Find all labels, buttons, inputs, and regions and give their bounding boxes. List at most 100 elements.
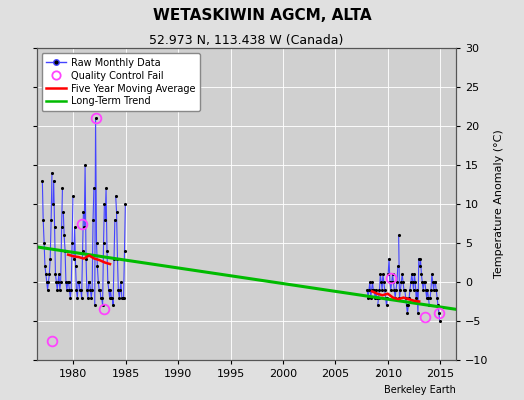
Point xyxy=(426,294,434,301)
Point xyxy=(67,286,75,293)
Point xyxy=(379,279,388,285)
Point xyxy=(404,302,412,309)
Point xyxy=(50,224,59,230)
Point xyxy=(42,271,50,278)
Point xyxy=(68,240,77,246)
Point xyxy=(399,279,407,285)
Point xyxy=(112,209,121,215)
Point xyxy=(398,271,407,278)
Point xyxy=(44,279,52,285)
Point xyxy=(417,271,425,278)
Point xyxy=(49,201,57,207)
Point xyxy=(374,294,383,301)
Point xyxy=(42,279,51,285)
Point xyxy=(72,286,81,293)
Point xyxy=(52,279,61,285)
Point xyxy=(85,279,94,285)
Point xyxy=(51,271,60,278)
Point xyxy=(112,193,120,199)
Point xyxy=(408,271,416,278)
Point xyxy=(416,263,424,270)
Point xyxy=(375,286,384,293)
Point xyxy=(79,248,87,254)
Point xyxy=(395,294,403,301)
Point xyxy=(420,279,428,285)
Point xyxy=(82,255,90,262)
Point xyxy=(99,302,107,309)
Point xyxy=(371,294,379,301)
Point xyxy=(367,286,376,293)
Y-axis label: Temperature Anomaly (°C): Temperature Anomaly (°C) xyxy=(494,130,504,278)
Point xyxy=(102,185,110,192)
Point xyxy=(79,209,88,215)
Point xyxy=(96,294,105,301)
Point xyxy=(80,224,89,230)
Point xyxy=(377,279,386,285)
Point xyxy=(46,255,54,262)
Point xyxy=(95,286,103,293)
Point xyxy=(384,271,392,278)
Point xyxy=(62,279,70,285)
Point xyxy=(65,286,73,293)
Point xyxy=(58,185,67,192)
Point xyxy=(414,255,423,262)
Point xyxy=(71,263,80,270)
Point xyxy=(400,286,409,293)
Point xyxy=(92,240,101,246)
Point xyxy=(365,286,373,293)
Point xyxy=(380,286,389,293)
Point xyxy=(74,279,82,285)
Point xyxy=(435,318,444,324)
Point xyxy=(100,201,108,207)
Point xyxy=(429,279,437,285)
Point xyxy=(379,271,387,278)
Point xyxy=(395,232,403,238)
Point xyxy=(406,286,414,293)
Point xyxy=(121,248,129,254)
Point xyxy=(434,302,442,309)
Point xyxy=(388,279,396,285)
Point xyxy=(38,178,47,184)
Point xyxy=(424,294,433,301)
Point xyxy=(389,279,398,285)
Point xyxy=(413,286,421,293)
Point xyxy=(103,248,111,254)
Point xyxy=(397,279,406,285)
Point xyxy=(405,294,413,301)
Point xyxy=(117,294,126,301)
Point xyxy=(364,294,372,301)
Point xyxy=(373,294,381,301)
Title: 52.973 N, 113.438 W (Canada): 52.973 N, 113.438 W (Canada) xyxy=(149,34,343,47)
Point xyxy=(381,294,390,301)
Point xyxy=(77,286,85,293)
Point xyxy=(369,286,377,293)
Point xyxy=(81,162,89,168)
Point xyxy=(57,279,65,285)
Point xyxy=(41,263,49,270)
Point xyxy=(117,279,125,285)
Point xyxy=(105,294,114,301)
Point xyxy=(115,294,124,301)
Point xyxy=(403,310,412,316)
Point xyxy=(75,279,83,285)
Point xyxy=(430,279,439,285)
Point xyxy=(423,286,432,293)
Point xyxy=(402,302,411,309)
Text: WETASKIWIN AGCM, ALTA: WETASKIWIN AGCM, ALTA xyxy=(152,8,372,23)
Point xyxy=(89,216,97,223)
Point xyxy=(392,286,400,293)
Point xyxy=(409,286,418,293)
Point xyxy=(54,271,63,278)
Point xyxy=(118,294,127,301)
Point xyxy=(121,201,129,207)
Text: Berkeley Earth: Berkeley Earth xyxy=(384,385,456,395)
Point xyxy=(119,294,128,301)
Point xyxy=(109,302,117,309)
Point xyxy=(396,286,405,293)
Point xyxy=(116,286,124,293)
Point xyxy=(105,286,113,293)
Point xyxy=(363,286,372,293)
Point xyxy=(376,271,385,278)
Point xyxy=(411,279,419,285)
Point xyxy=(418,279,427,285)
